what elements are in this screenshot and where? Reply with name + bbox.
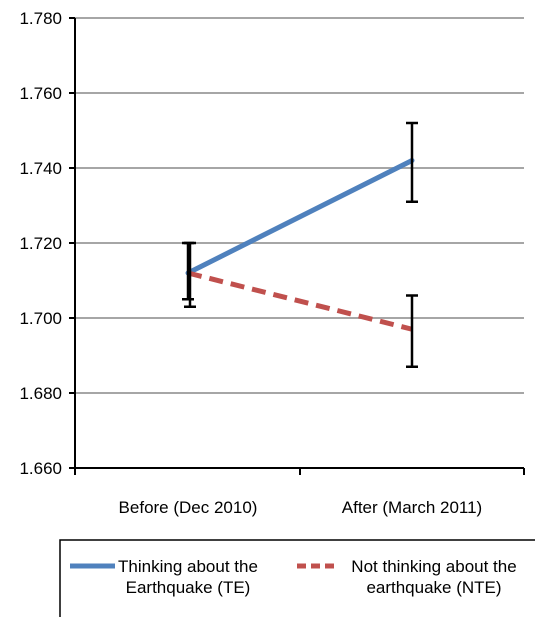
legend: Thinking about the Earthquake (TE) Not thi… (59, 539, 535, 617)
grid-lines (75, 17, 524, 394)
x-category-labels: Before (Dec 2010) After (March 2011) (119, 498, 483, 517)
y-tick-label: 1.680 (19, 384, 62, 403)
legend-entry-te: Thinking about the Earthquake (TE) (70, 557, 258, 597)
x-category-label: Before (Dec 2010) (119, 498, 258, 517)
series-lines (185, 158, 415, 332)
legend-border (59, 539, 535, 617)
legend-label-line: earthquake (NTE) (366, 578, 501, 597)
series-line-nte (187, 270, 413, 332)
legend-label-line: Earthquake (TE) (126, 578, 251, 597)
y-tick-label: 1.740 (19, 159, 62, 178)
legend-label-line: Thinking about the (118, 557, 258, 576)
series-line-te (185, 158, 415, 276)
error-bars (182, 121, 418, 368)
y-tick-label: 1.720 (19, 234, 62, 253)
legend-label: Thinking about the Earthquake (TE) (118, 557, 258, 597)
y-tick-label: 1.700 (19, 309, 62, 328)
y-tick-label: 1.760 (19, 84, 62, 103)
x-category-label: After (March 2011) (342, 498, 482, 517)
legend-entry-nte: Not thinking about the earthquake (NTE) (297, 557, 517, 597)
legend-label-line: Not thinking about the (351, 557, 516, 576)
error-bar-te-1 (406, 121, 418, 203)
error-bar-nte-0 (184, 241, 196, 308)
legend-label: Not thinking about the earthquake (NTE) (351, 557, 516, 597)
y-tick-labels: 1.660 1.680 1.700 1.720 1.740 1.760 1.780 (19, 9, 62, 478)
error-bar-nte-1 (406, 294, 418, 368)
y-tick-label: 1.660 (19, 459, 62, 478)
y-tick-label: 1.780 (19, 9, 62, 28)
axes (69, 17, 525, 475)
